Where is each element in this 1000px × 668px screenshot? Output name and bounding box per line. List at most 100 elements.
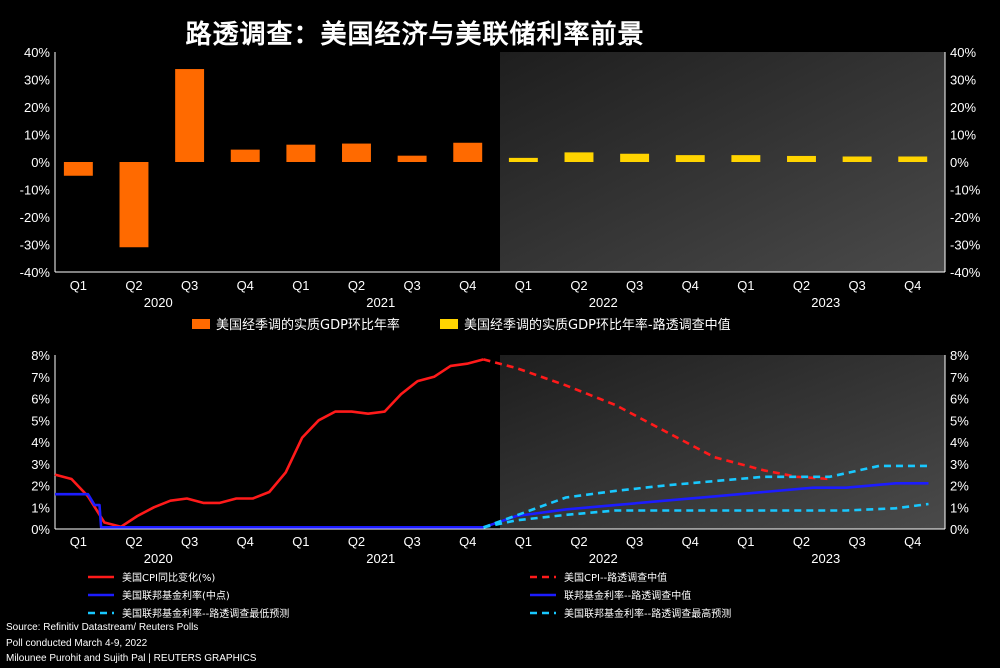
y-tick-label-right: -30%	[950, 238, 981, 253]
gdp-poll-bar	[620, 153, 650, 162]
y-tick-label-right: 7%	[950, 370, 969, 385]
legend-label-cpi-poll-line: 美国CPI--路透调查中值	[564, 571, 667, 584]
y-tick-label-left: 4%	[31, 435, 50, 450]
legend-label-fed-rate-high-line: 美国联邦基金利率--路透调查最高预测	[564, 607, 731, 620]
x-tick-label: Q1	[292, 534, 309, 549]
y-tick-label-left: 1%	[31, 500, 50, 515]
y-tick-label-right: 5%	[950, 413, 969, 428]
y-tick-label-left: 8%	[31, 348, 50, 363]
gdp-poll-bar	[898, 156, 928, 162]
x-tick-label: Q4	[904, 534, 921, 549]
x-tick-label: Q2	[793, 534, 810, 549]
y-tick-label-left: 3%	[31, 457, 50, 472]
cpi-fed-line-chart: 8% 8% 7% 7% 6% 6% 5% 5% 4% 4% 3% 3% 2% 2% 1% 1% 0% 0% Q1 Q2…	[31, 348, 969, 620]
y-tick-label-right: 3%	[950, 457, 969, 472]
x-tick-label: Q2	[570, 278, 587, 293]
year-label: 2021	[366, 295, 395, 310]
gdp-poll-bar	[787, 155, 816, 162]
x-tick-label: Q4	[237, 534, 254, 549]
gdp-poll-bar	[842, 156, 872, 162]
y-tick-label-left: 10%	[24, 128, 50, 143]
legend-swatch-gdp-poll	[440, 319, 458, 329]
page-title: 路透调查：美国经济与美联储利率前景	[185, 20, 645, 50]
year-label: 2023	[811, 551, 840, 566]
x-tick-label: Q3	[181, 534, 198, 549]
gdp-actual-bar	[453, 142, 483, 162]
y-tick-label-right: 0%	[950, 522, 969, 537]
legend-swatch-gdp-actual	[192, 319, 210, 329]
year-label: 2023	[811, 295, 840, 310]
year-label: 2020	[144, 295, 173, 310]
y-tick-label-right: -40%	[950, 265, 981, 280]
fed-rate-line	[55, 492, 484, 529]
y-tick-label-right: 10%	[950, 128, 976, 143]
gdp-actual-bar	[286, 144, 316, 162]
x-tick-label: Q2	[348, 278, 365, 293]
y-tick-label-left: 0%	[31, 155, 50, 170]
y-tick-label-right: 40%	[950, 45, 976, 60]
cpi-poll-line	[483, 358, 830, 481]
x-tick-label: Q3	[626, 278, 643, 293]
y-tick-label-right: 4%	[950, 435, 969, 450]
x-tick-label: Q2	[570, 534, 587, 549]
gdp-actual-bar	[342, 143, 371, 162]
x-tick-label: Q3	[403, 278, 420, 293]
x-tick-label: Q3	[181, 278, 198, 293]
legend-label-gdp-poll: 美国经季调的实质GDP环比年率-路透调查中值	[464, 317, 731, 333]
y-tick-label-right: 8%	[950, 348, 969, 363]
y-tick-label-right: 6%	[950, 392, 969, 407]
y-tick-label-left: 40%	[24, 45, 50, 60]
x-tick-label: Q1	[292, 278, 309, 293]
y-tick-label-right: -10%	[950, 183, 981, 198]
legend-label-fed-rate-line: 美国联邦基金利率(中点)	[122, 589, 230, 602]
legend-label-cpi-line: 美国CPI同比变化(%)	[122, 571, 215, 584]
year-label: 2022	[589, 551, 618, 566]
gdp-poll-bar	[675, 155, 705, 162]
x-tick-label: Q4	[459, 278, 476, 293]
y-tick-label-left: 5%	[31, 413, 50, 428]
gdp-poll-bar	[731, 155, 761, 162]
gdp-poll-bar	[564, 152, 594, 162]
legend-label-fed-rate-poll-line: 联邦基金利率--路透调查中值	[564, 589, 691, 602]
x-tick-label: Q4	[682, 278, 699, 293]
y-tick-label-left: 20%	[24, 100, 50, 115]
x-tick-label: Q3	[403, 534, 420, 549]
y-tick-label-left: 2%	[31, 479, 50, 494]
y-tick-label-left: 0%	[31, 522, 50, 537]
x-tick-label: Q2	[125, 278, 142, 293]
y-tick-label-right: 30%	[950, 73, 976, 88]
gdp-poll-bar	[508, 157, 538, 162]
year-label: 2021	[366, 551, 395, 566]
fed-rate-high-line	[483, 464, 929, 529]
x-tick-label: Q3	[848, 278, 865, 293]
source-line-1: Source: Refinitiv Datastream/ Reuters Po…	[6, 622, 199, 633]
y-tick-label-left: -30%	[20, 238, 51, 253]
x-tick-label: Q2	[793, 278, 810, 293]
y-tick-label-right: 20%	[950, 100, 976, 115]
y-tick-label-right: 1%	[950, 500, 969, 515]
y-tick-label-left: 6%	[31, 392, 50, 407]
cpi-line	[54, 358, 484, 529]
y-tick-label-left: -40%	[20, 265, 51, 280]
x-tick-label: Q1	[70, 278, 87, 293]
x-tick-label: Q4	[682, 534, 699, 549]
x-tick-label: Q4	[237, 278, 254, 293]
gdp-actual-bar	[119, 162, 149, 248]
y-tick-label-left: 30%	[24, 73, 50, 88]
x-tick-label: Q1	[515, 534, 532, 549]
x-tick-label: Q1	[70, 534, 87, 549]
fed-rate-poll-line	[483, 481, 929, 529]
x-tick-label: Q2	[125, 534, 142, 549]
source-line-2: Poll conducted March 4-9, 2022	[6, 638, 148, 649]
source-line-3: Milounee Purohit and Sujith Pal | REUTER…	[6, 653, 257, 664]
legend-label-fed-rate-low-line: 美国联邦基金利率--路透调查最低预测	[122, 607, 289, 620]
y-tick-label-right: 0%	[950, 155, 969, 170]
gdp-actual-bar	[63, 162, 93, 176]
y-tick-label-left: -20%	[20, 210, 51, 225]
x-tick-label: Q4	[904, 278, 921, 293]
year-label: 2020	[144, 551, 173, 566]
y-tick-label-right: 2%	[950, 479, 969, 494]
x-tick-label: Q1	[515, 278, 532, 293]
x-tick-label: Q4	[459, 534, 476, 549]
